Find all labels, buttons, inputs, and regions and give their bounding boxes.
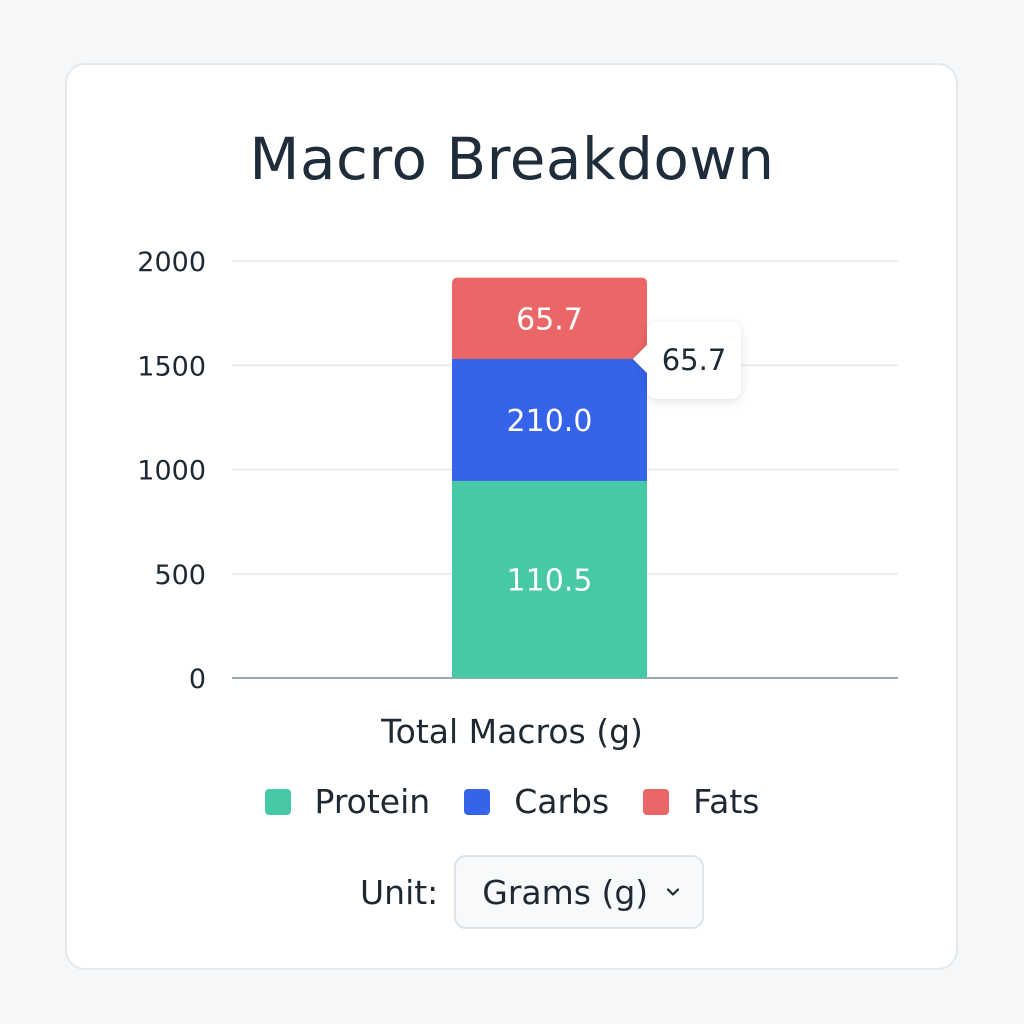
unit-select-value: Grams (g)	[482, 872, 649, 912]
legend-label-carbs: Carbs	[514, 782, 610, 821]
legend-swatch-protein	[264, 788, 291, 815]
bar-segment-protein[interactable]	[452, 480, 647, 678]
unit-select[interactable]: Grams (g)	[454, 855, 705, 929]
legend-swatch-fats	[643, 788, 670, 815]
x-axis-label: Total Macros (g)	[381, 712, 643, 751]
y-tick-label: 1000	[137, 456, 206, 487]
legend-item-carbs[interactable]: Carbs	[464, 782, 609, 821]
y-tick-label: 0	[189, 664, 206, 695]
y-tick-label: 1500	[137, 351, 206, 382]
y-tick-label: 500	[154, 560, 206, 591]
data-label-fats: 65.7	[516, 302, 583, 337]
bar-segment-fats[interactable]	[452, 277, 647, 359]
tooltip-value: 65.7	[661, 343, 727, 377]
chevron-down-icon	[667, 888, 680, 896]
legend-label-fats: Fats	[693, 782, 760, 821]
bar-segment-carbs[interactable]	[452, 358, 647, 481]
legend-item-protein[interactable]: Protein	[264, 782, 431, 821]
legend-item-fats[interactable]: Fats	[643, 782, 759, 821]
y-tick-label: 2000	[137, 247, 206, 278]
bar-tooltip: 65.7	[647, 322, 741, 399]
unit-label: Unit:	[360, 872, 439, 912]
legend-label-protein: Protein	[314, 782, 431, 821]
legend-swatch-carbs	[464, 788, 491, 815]
data-label-protein: 110.5	[507, 563, 593, 598]
chart-title: Macro Breakdown	[249, 125, 775, 193]
unit-selector-row: Unit: Grams (g)	[360, 855, 705, 929]
chart-legend: Protein Carbs Fats	[0, 782, 1024, 821]
data-label-carbs: 210.0	[507, 404, 593, 439]
